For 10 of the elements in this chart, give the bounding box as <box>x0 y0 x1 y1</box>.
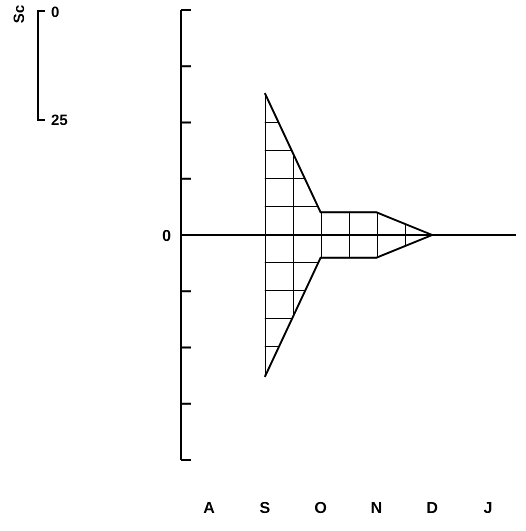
x-tick-label: O <box>314 500 327 517</box>
x-tick-label: J <box>484 500 492 517</box>
ref-line-label: 0 <box>162 228 172 245</box>
x-tick-label: D <box>426 500 438 517</box>
text: Sc <box>10 4 28 24</box>
x-tick-label: N <box>370 500 382 517</box>
x-tick-label: S <box>259 500 270 517</box>
text: 25 <box>51 112 68 129</box>
x-tick-label: A <box>203 500 216 517</box>
text: 0 <box>51 4 60 21</box>
